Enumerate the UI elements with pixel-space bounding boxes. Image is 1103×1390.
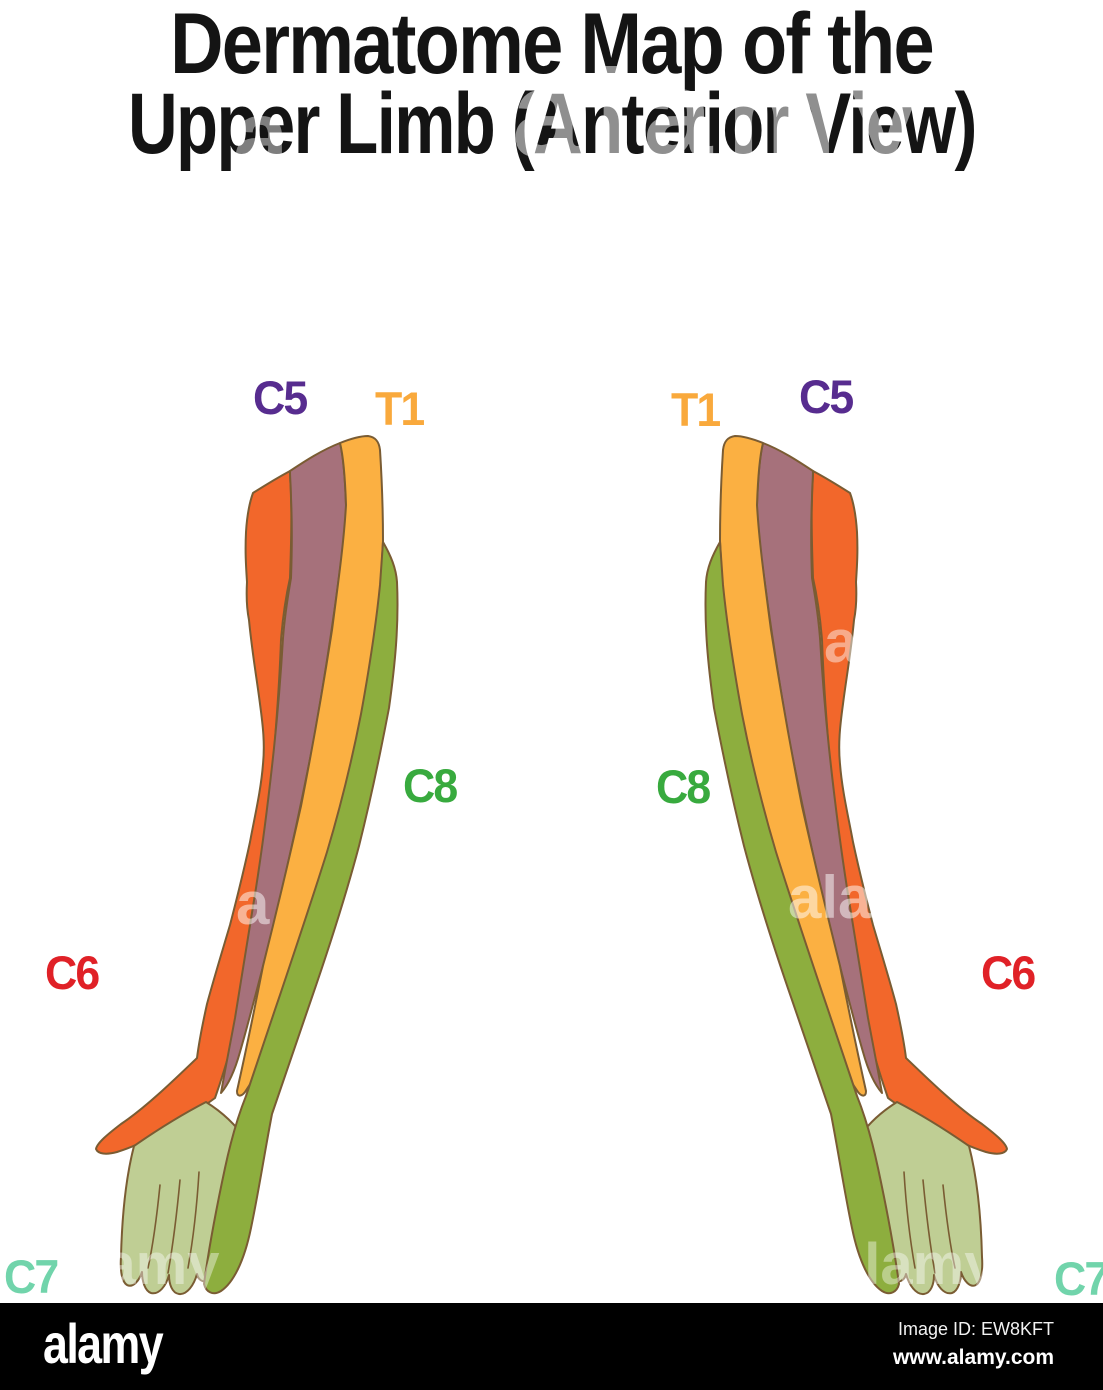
label-c7-right: C7 [1054, 1252, 1103, 1305]
alamy-url-text: www.alamy.com [892, 1346, 1054, 1369]
label-c5-left: C5 [253, 371, 308, 424]
title-line1: Dermatome Map of the [170, 0, 935, 92]
image-credit: Image ID: EW8KFT www.alamy.com [893, 1319, 1054, 1370]
c8-band-green [203, 541, 399, 1295]
finger-grooves [147, 1171, 200, 1274]
label-c8-left: C8 [403, 759, 458, 812]
title-line2: Upper Limb (Anterior View) [127, 76, 977, 172]
label-c8-right: C8 [656, 760, 711, 813]
label-t1-left: T1 [375, 382, 425, 435]
label-c6-left: C6 [45, 946, 100, 999]
alamy-credit-bar: alamy Image ID: EW8KFT www.alamy.com [0, 1303, 1103, 1390]
label-c7-left: C7 [4, 1250, 59, 1303]
image-id-text: Image ID: EW8KFT [897, 1319, 1054, 1339]
alamy-logo: alamy [43, 1312, 164, 1375]
page-title: Dermatome Map of the Upper Limb (Anterio… [0, 0, 1103, 172]
label-c5-right: C5 [799, 370, 854, 423]
label-c6-right: C6 [981, 946, 1036, 999]
label-t1-right: T1 [671, 383, 721, 436]
right-arm-mirror [704, 435, 1008, 1296]
